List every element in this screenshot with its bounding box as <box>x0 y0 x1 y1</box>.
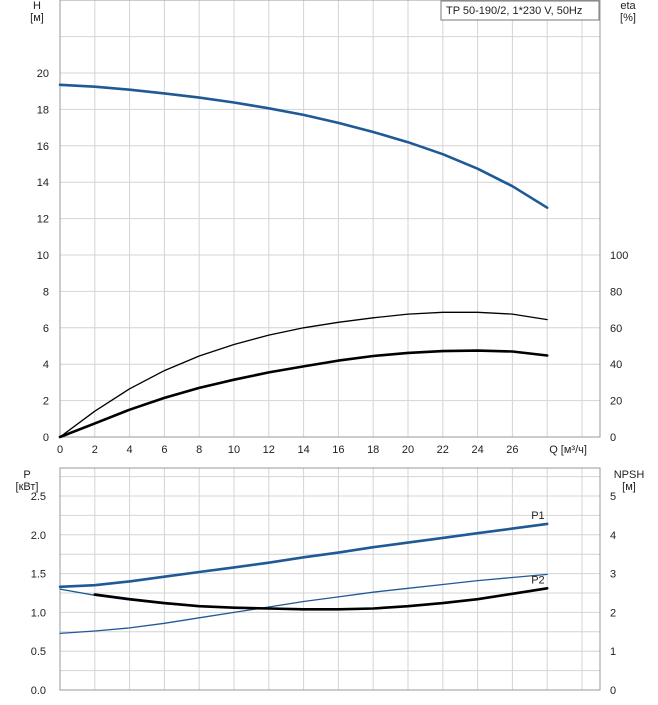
grid-layer <box>59 0 601 691</box>
q-tick-label: 22 <box>437 444 449 456</box>
h-tick-label: 16 <box>37 141 49 153</box>
p-tick-label: 1.0 <box>31 607 46 619</box>
eta-axis-label: eta <box>620 0 636 12</box>
p-tick-label: 1.5 <box>31 569 46 581</box>
q-tick-label: 14 <box>297 444 309 456</box>
h-tick-label: 14 <box>37 177 49 189</box>
eta-tick-label: 80 <box>610 286 622 298</box>
npsh-tick-label: 5 <box>610 491 616 503</box>
model-title-box <box>440 0 600 21</box>
eta-tick-label: 60 <box>610 323 622 335</box>
bottom-plot-frame <box>59 467 601 691</box>
p-tick-label: 0.5 <box>31 646 46 658</box>
h-tick-label: 6 <box>43 323 49 335</box>
q-tick-label: 18 <box>367 444 379 456</box>
q-tick-label: 6 <box>161 444 167 456</box>
eta-tick-label: 40 <box>610 359 622 371</box>
eta-tick-label: 0 <box>610 432 616 444</box>
h-axis-unit: [м] <box>30 12 44 24</box>
p-tick-label: 0.0 <box>31 685 46 697</box>
q-axis-label: Q [м³/ч] <box>549 444 587 456</box>
label-layer: H[м]eta[%]024681012141618200204060801000… <box>16 0 645 697</box>
npsh-tick-label: 1 <box>610 646 616 658</box>
h-tick-label: 0 <box>43 432 49 444</box>
model-title: TP 50-190/2, 1*230 V, 50Hz <box>446 5 582 17</box>
q-tick-label: 4 <box>127 444 133 456</box>
p-axis-label: P <box>23 469 30 481</box>
q-tick-label: 20 <box>402 444 414 456</box>
curve-layer <box>58 83 549 635</box>
bottom-curve-series-3 <box>93 587 549 611</box>
h-tick-label: 18 <box>37 104 49 116</box>
q-tick-label: 0 <box>57 444 63 456</box>
eta-extrapolation-line <box>59 410 96 438</box>
p-axis-unit: [кВт] <box>16 481 39 493</box>
h-tick-label: 10 <box>37 250 49 262</box>
q-tick-label: 8 <box>196 444 202 456</box>
h-tick-label: 4 <box>43 359 49 371</box>
bottom-curve-series-p1 <box>58 522 549 589</box>
h-tick-label: 12 <box>37 214 49 226</box>
npsh-axis-label: NPSH <box>614 469 645 481</box>
npsh-axis-unit: [м] <box>622 481 636 493</box>
h-axis-label: H <box>33 0 41 12</box>
series-label-p1: P1 <box>531 510 544 522</box>
npsh-tick-label: 4 <box>610 530 616 542</box>
eta-tick-label: 20 <box>610 396 622 408</box>
bottom-curve-series-2 <box>59 573 548 635</box>
h-tick-label: 8 <box>43 286 49 298</box>
h-tick-label: 2 <box>43 396 49 408</box>
top-curve-series-1 <box>59 311 548 438</box>
top-curve-series-2 <box>58 349 549 439</box>
h-extrapolation-line <box>59 422 95 438</box>
npsh-tick-label: 2 <box>610 607 616 619</box>
npsh-tick-label: 0 <box>610 685 616 697</box>
eta-tick-label: 100 <box>610 250 628 262</box>
q-tick-label: 26 <box>506 444 518 456</box>
top-plot-frame <box>59 0 601 438</box>
series-label-p2: P2 <box>531 574 544 586</box>
q-tick-label: 24 <box>471 444 483 456</box>
npsh-tick-label: 3 <box>610 569 616 581</box>
q-tick-label: 2 <box>92 444 98 456</box>
h-tick-label: 20 <box>37 68 49 80</box>
top-curve-series-0 <box>58 83 549 209</box>
p-tick-label: 2.5 <box>31 491 46 503</box>
p-tick-label: 2.0 <box>31 530 46 542</box>
q-tick-label: 16 <box>332 444 344 456</box>
q-tick-label: 10 <box>228 444 240 456</box>
eta-axis-unit: [%] <box>620 12 636 24</box>
q-tick-label: 12 <box>263 444 275 456</box>
